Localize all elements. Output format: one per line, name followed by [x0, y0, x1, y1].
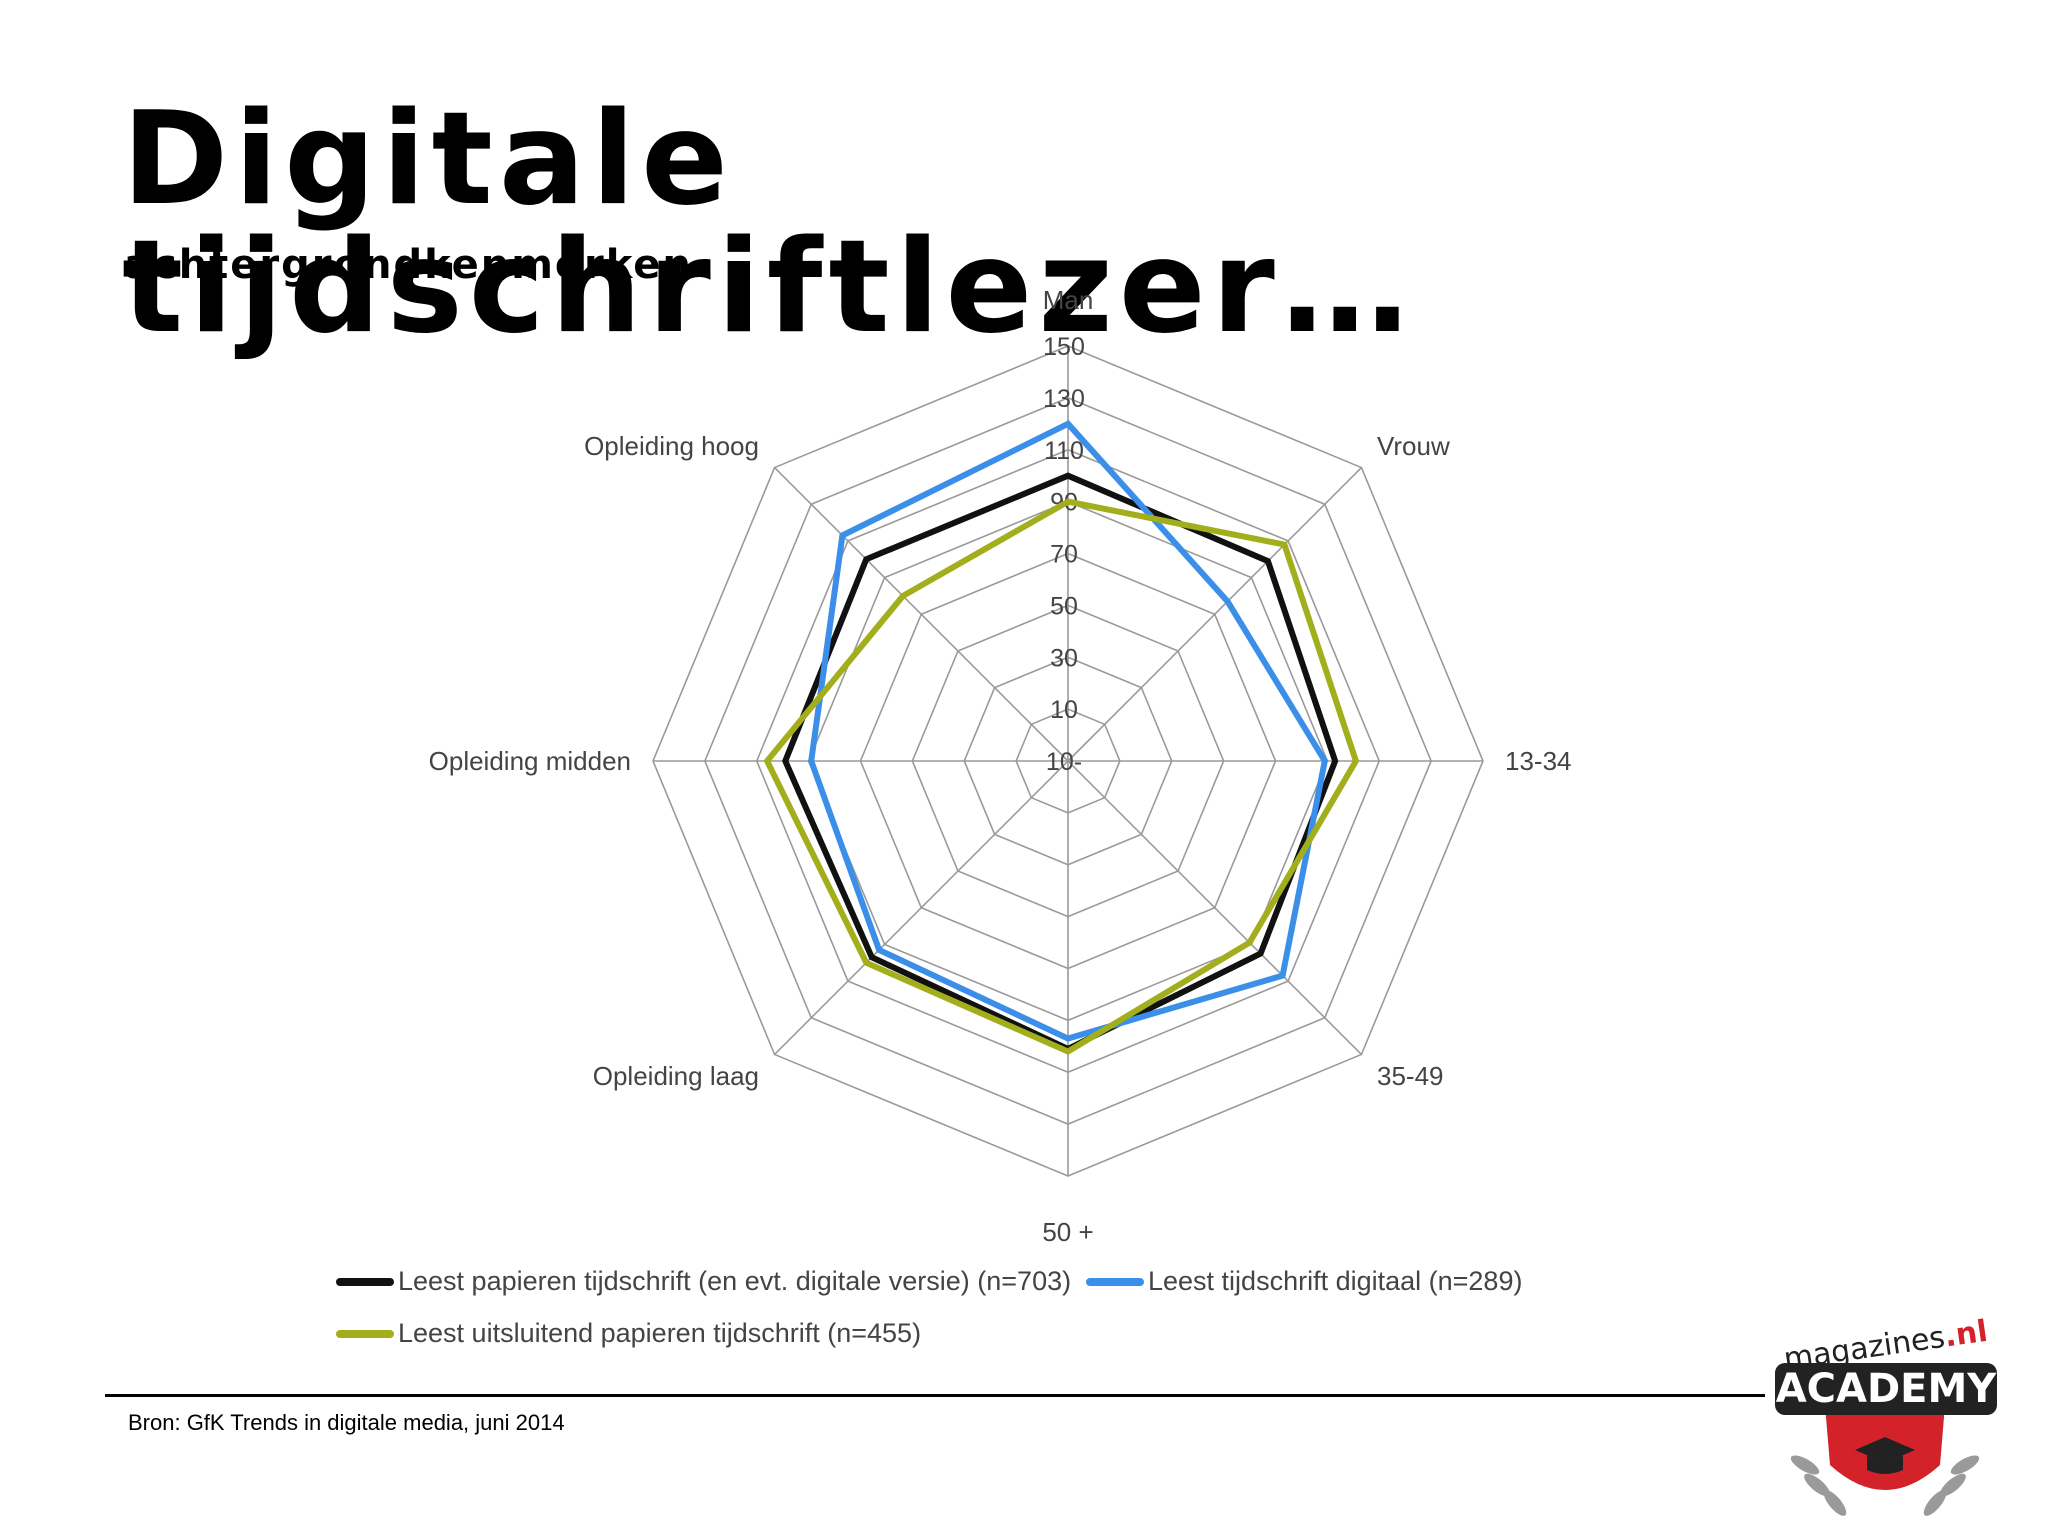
axis-label: Man — [1043, 285, 1094, 315]
legend-item-digital: Leest tijdschrift digitaal (n=289) — [1086, 1266, 1522, 1297]
tick-label: 50 — [1050, 592, 1078, 620]
tick-label: 110 — [1044, 437, 1084, 465]
legend-label: Leest papieren tijdschrift (en evt. digi… — [398, 1266, 1072, 1296]
tick-label: 30 — [1050, 644, 1078, 672]
page-title: Digitale tijdschriftlezer… — [122, 85, 1415, 362]
axis-label: Opleiding midden — [429, 746, 631, 776]
source-note: Bron: GfK Trends in digitale media, juni… — [128, 1410, 565, 1435]
footer-divider — [105, 1394, 1765, 1397]
series-line — [763, 498, 1360, 1055]
grid-spoke — [1067, 760, 1363, 1056]
legend-swatch — [1086, 1277, 1144, 1286]
legend-label: Leest uitsluitend papieren tijdschrift (… — [398, 1318, 922, 1348]
legend-item-paper: Leest papieren tijdschrift (en evt. digi… — [336, 1266, 1071, 1297]
legend-swatch — [336, 1277, 394, 1286]
graduation-cap-icon — [1855, 1437, 1915, 1474]
tick-label: 150 — [1043, 333, 1085, 361]
grid-spoke — [773, 466, 1069, 762]
axis-label: Vrouw — [1377, 431, 1450, 461]
axis-label: Opleiding laag — [593, 1061, 759, 1091]
axis-label: 50 + — [1042, 1217, 1093, 1247]
legend-label: Leest tijdschrift digitaal (n=289) — [1148, 1266, 1523, 1296]
tick-label: 130 — [1043, 385, 1085, 413]
magazines-academy-logo: ACADEMY magazines.nl — [1775, 1315, 1998, 1516]
tick-label: 70 — [1050, 541, 1078, 569]
axis-label: 13-34 — [1505, 746, 1572, 776]
tick-label: 10 — [1050, 696, 1078, 724]
grid-spoke — [1067, 466, 1363, 762]
legend-swatch — [336, 1329, 394, 1338]
academy-badge-text: ACADEMY — [1776, 1366, 1998, 1412]
tick-label: 10- — [1046, 748, 1082, 776]
radar-axis-labels: Man Vrouw 13-34 35-49 50 + Opleiding laag Ople… — [429, 285, 1572, 1247]
axis-label: 35-49 — [1377, 1061, 1444, 1091]
page-subtitle: achtergrondkenmerken — [124, 242, 693, 288]
radar-series — [763, 420, 1360, 1055]
radar-grid — [652, 345, 1484, 1177]
wordmark-tld: .nl — [1942, 1315, 1989, 1354]
academy-badge — [1775, 1363, 1997, 1415]
legend-item-paper-only: Leest uitsluitend papieren tijdschrift (… — [336, 1318, 921, 1349]
grid-spoke — [773, 760, 1069, 1056]
series-line — [808, 420, 1328, 1042]
laurel-icon — [1790, 1455, 1980, 1516]
axis-label: Opleiding hoog — [584, 431, 759, 461]
